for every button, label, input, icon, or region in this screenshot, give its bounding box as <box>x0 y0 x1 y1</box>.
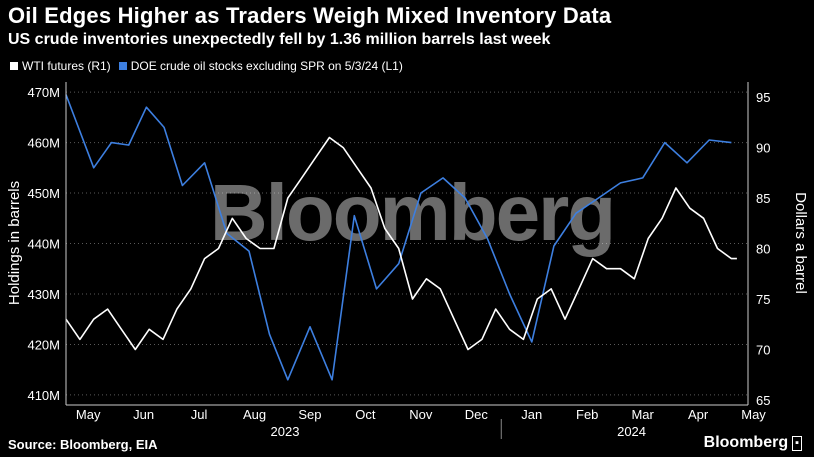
left-tick-label: 410M <box>27 388 60 403</box>
x-tick-label: Dec <box>465 407 489 422</box>
right-tick-label: 90 <box>756 141 770 156</box>
right-tick-label: 80 <box>756 242 770 257</box>
left-tick-label: 450M <box>27 186 60 201</box>
left-tick-label: 430M <box>27 287 60 302</box>
legend-item-doe: DOE crude oil stocks excluding SPR on 5/… <box>118 59 403 73</box>
legend: WTI futures (R1) DOE crude oil stocks ex… <box>10 59 403 73</box>
chat-icon: ▪ <box>792 435 802 451</box>
wti-futures-line <box>65 136 737 351</box>
right-tick-label: 65 <box>756 393 770 408</box>
left-tick-label: 420M <box>27 337 60 352</box>
right-tick-label: 75 <box>756 292 770 307</box>
year-label: 2023 <box>271 424 300 439</box>
chart-subtitle: US crude inventories unexpectedly fell b… <box>8 31 551 48</box>
x-tick-label: Sep <box>298 407 321 422</box>
doe-stocks-line <box>65 94 732 381</box>
x-tick-label: Mar <box>631 407 654 422</box>
right-tick-label: 95 <box>756 90 770 105</box>
left-tick-label: 470M <box>27 85 60 100</box>
x-tick-label: Nov <box>409 407 433 422</box>
right-tick-label: 70 <box>756 342 770 357</box>
x-tick-label: May <box>741 407 766 422</box>
source-note: Source: Bloomberg, EIA <box>8 437 158 452</box>
bloomberg-logo: Bloomberg ▪ <box>704 434 802 452</box>
x-tick-label: Apr <box>688 407 709 422</box>
legend-item-wti: WTI futures (R1) <box>10 59 111 73</box>
legend-swatch-wti <box>10 62 18 70</box>
left-tick-label: 460M <box>27 136 60 151</box>
year-label: 2024 <box>617 424 646 439</box>
legend-label-doe: DOE crude oil stocks excluding SPR on 5/… <box>130 59 403 73</box>
right-axis-title: Dollars a barrel <box>792 192 809 294</box>
right-tick-label: 85 <box>756 191 770 206</box>
left-axis-title: Holdings in barrels <box>6 181 23 305</box>
legend-label-wti: WTI futures (R1) <box>22 59 111 73</box>
x-tick-label: Jul <box>191 407 208 422</box>
watermark: Bloomberg <box>210 168 614 257</box>
x-tick-label: Oct <box>355 407 376 422</box>
x-tick-label: Aug <box>243 407 266 422</box>
x-tick-label: May <box>76 407 101 422</box>
left-tick-label: 440M <box>27 237 60 252</box>
x-tick-label: Jun <box>133 407 154 422</box>
x-tick-label: Jan <box>521 407 542 422</box>
bloomberg-logo-text: Bloomberg <box>703 434 789 451</box>
x-tick-label: Feb <box>576 407 598 422</box>
chart-title: Oil Edges Higher as Traders Weigh Mixed … <box>8 3 612 28</box>
legend-swatch-doe <box>118 62 127 70</box>
